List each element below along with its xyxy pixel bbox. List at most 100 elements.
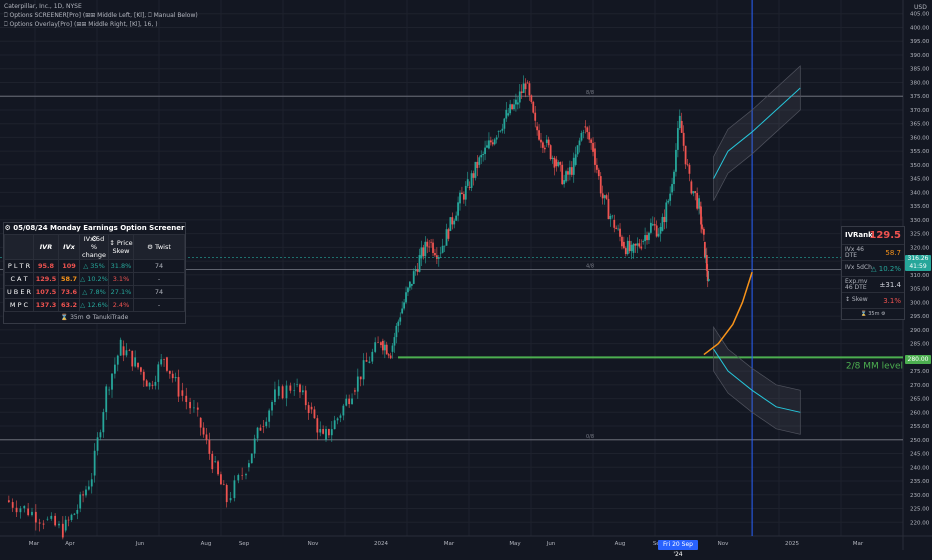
ivx-5d-value: △ 10.2% xyxy=(871,265,901,273)
table-row[interactable]: U B E R 107.5 73.6 △ 7.8% 27.1% 74 xyxy=(4,285,185,299)
col-header-ivx-change: IVx 5d % change xyxy=(79,234,109,260)
candle-body xyxy=(692,191,695,194)
ivx-change-cell: △ 35% xyxy=(79,259,109,273)
candle-body xyxy=(505,109,508,119)
candle-body xyxy=(441,245,444,253)
candle-body xyxy=(649,222,652,233)
candle-body xyxy=(351,398,353,405)
y-tick-label: 390.00 xyxy=(910,53,930,59)
candle-body xyxy=(628,240,631,252)
ivr-cell: 137.3 xyxy=(33,298,59,312)
candle-body xyxy=(586,127,589,133)
candle-body xyxy=(177,377,180,397)
candle-body xyxy=(7,500,10,503)
lower-expected-move-band-mean xyxy=(713,348,801,413)
candle-body xyxy=(374,342,377,352)
ivr-cell: 129.5 xyxy=(33,272,59,286)
candle-body xyxy=(703,228,705,235)
candle-body xyxy=(569,167,571,175)
candle-body xyxy=(27,508,30,516)
x-tick-label: 2025 xyxy=(785,541,799,547)
screener-header-row: IVR IVx IVx 5d % change ↕ Price Skew ⚙ T… xyxy=(4,234,185,260)
candle-body xyxy=(316,418,319,433)
candle-body xyxy=(484,147,486,155)
fib-level-label: 8/8 xyxy=(586,90,594,96)
y-tick-label: 360.00 xyxy=(910,135,930,141)
x-tick-label: Nov xyxy=(308,541,319,547)
candle-body xyxy=(478,157,481,165)
candle-body xyxy=(339,415,342,418)
candle-body xyxy=(538,130,540,140)
table-row[interactable]: C A T 129.5 58.7 △ 10.2% 3.1% - xyxy=(4,272,185,286)
candle-body xyxy=(611,215,614,217)
table-row[interactable]: M P C 137.3 63.2 △ 12.6% 2.4% - xyxy=(4,298,185,312)
candle-body xyxy=(428,246,431,248)
candle-body xyxy=(480,154,483,158)
y-tick-label: 220.00 xyxy=(910,520,930,526)
candle-body xyxy=(99,432,102,438)
candle-body xyxy=(462,194,465,200)
candle-body xyxy=(542,142,544,148)
candle-body xyxy=(707,278,710,282)
x-tick-label: Mar xyxy=(853,541,864,547)
candle-body xyxy=(23,505,26,509)
candle-body xyxy=(705,255,708,271)
candle-body xyxy=(549,145,552,160)
candle-body xyxy=(559,162,562,165)
candle-body xyxy=(217,461,219,475)
candle-body xyxy=(706,270,709,282)
candle-body xyxy=(447,229,450,239)
indicator-overlay-label[interactable]: ⎕ Options Overlay[Pro] (⊞⊞ Middle Right,… xyxy=(4,21,158,28)
candle-body xyxy=(277,386,280,396)
ivrank-value: 129.5 xyxy=(869,230,901,241)
candle-body xyxy=(299,384,301,393)
x-tick-label: Aug xyxy=(615,541,626,547)
x-tick-label: Aug xyxy=(201,541,212,547)
candle-body xyxy=(333,420,336,430)
symbol-title: Caterpillar, Inc., 1D, NYSE xyxy=(4,3,82,10)
candle-body xyxy=(281,386,284,399)
ticker-cell: P L T R xyxy=(4,259,34,273)
y-tick-label: 325.00 xyxy=(910,232,930,238)
candle-body xyxy=(595,164,598,170)
col-header-ticker xyxy=(4,234,34,260)
candle-body xyxy=(601,193,604,199)
indicator-screener-label[interactable]: ⎕ Options SCREENER[Pro] (⊞⊞ Middle Left,… xyxy=(4,12,198,19)
candle-body xyxy=(584,126,587,128)
table-row[interactable]: P L T R 95.8 109 △ 35% 31.8% 74 xyxy=(4,259,185,273)
candle-body xyxy=(307,405,310,414)
candle-body xyxy=(545,139,548,143)
candle-body xyxy=(491,142,494,145)
candle-body xyxy=(472,173,475,178)
candle-body xyxy=(513,104,515,110)
candle-body xyxy=(655,225,658,237)
candle-body xyxy=(140,367,142,372)
candle-body xyxy=(319,429,322,433)
candle-body xyxy=(82,494,84,496)
x-tick-label: Sep xyxy=(239,541,250,547)
candle-body xyxy=(511,104,513,110)
candle-body xyxy=(301,390,304,393)
candle-body xyxy=(85,489,87,496)
candle-body xyxy=(661,216,664,231)
candle-body xyxy=(196,407,199,410)
candle-body xyxy=(638,243,641,247)
y-tick-label: 235.00 xyxy=(910,479,930,485)
candle-body xyxy=(609,215,612,220)
candle-body xyxy=(371,351,374,362)
candle-body xyxy=(646,235,648,241)
candle-body xyxy=(468,186,471,188)
candle-body xyxy=(561,164,564,185)
candle-body xyxy=(289,385,292,391)
candle-body xyxy=(46,518,49,520)
candle-body xyxy=(61,523,64,538)
currency-label: USD xyxy=(914,4,927,11)
candle-body xyxy=(336,418,339,421)
candle-body xyxy=(134,357,137,367)
skew-value: 3.1% xyxy=(883,297,901,305)
ivx-change-cell: △ 7.8% xyxy=(79,285,109,299)
ticker-cell: M P C xyxy=(4,298,34,312)
candle-body xyxy=(567,171,569,175)
ivx-cell: 73.6 xyxy=(58,285,80,299)
